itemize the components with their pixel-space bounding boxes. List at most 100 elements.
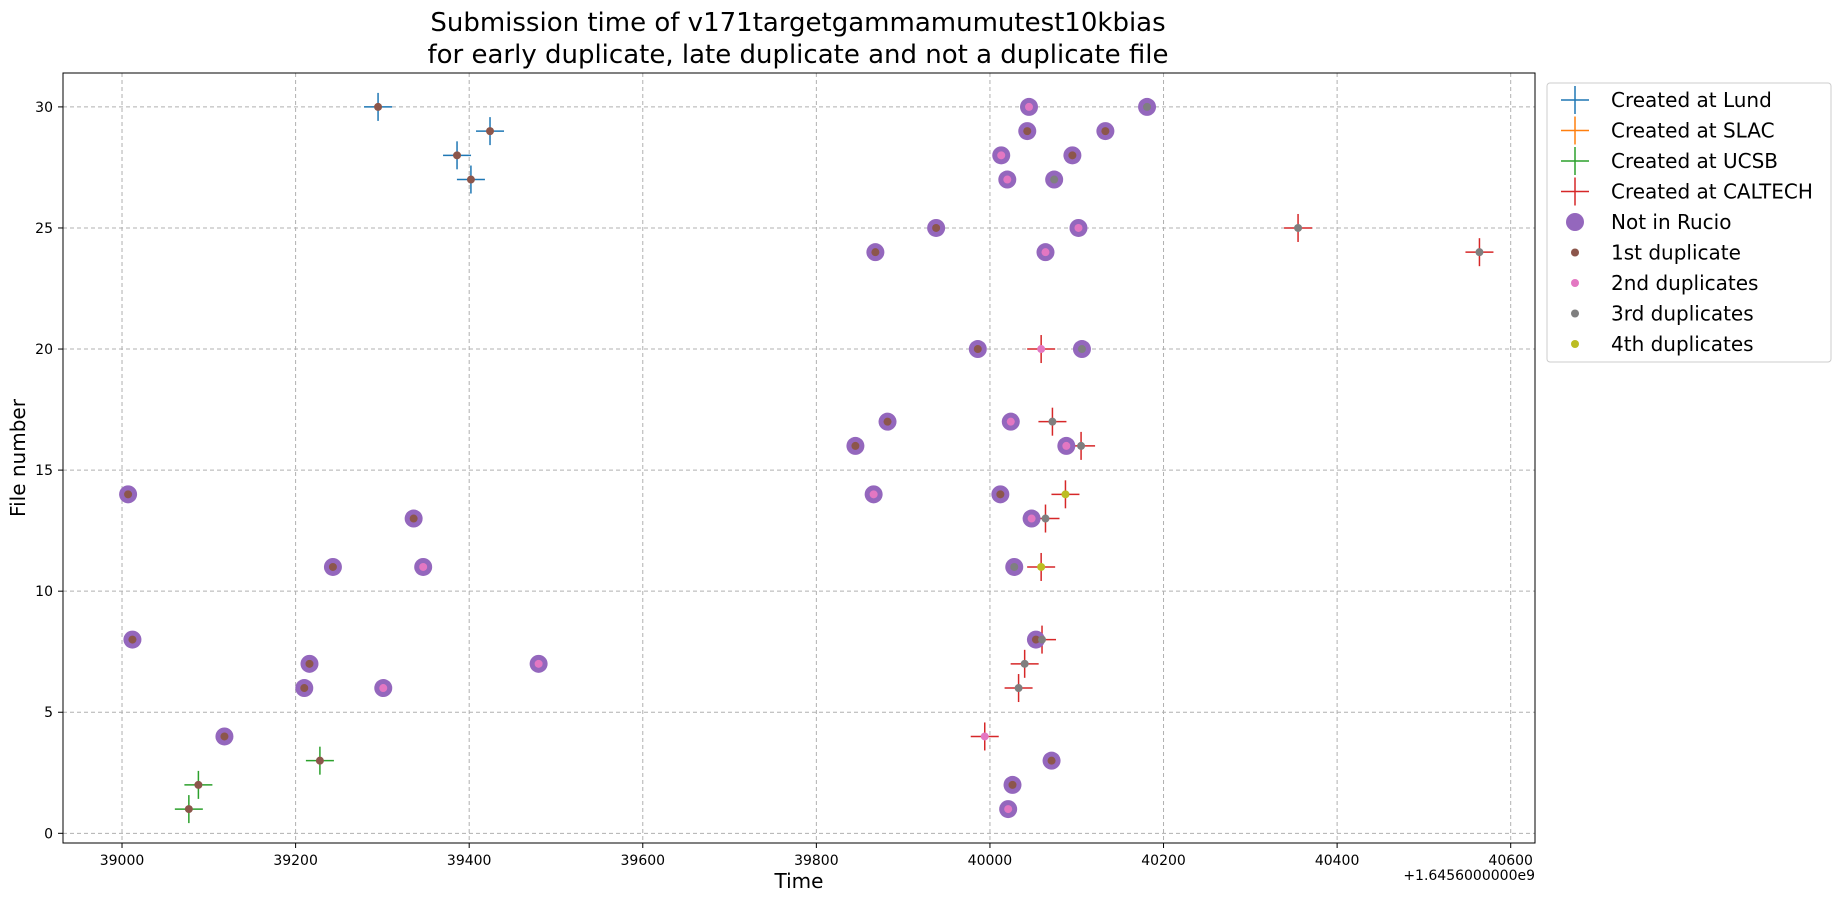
point-dup1 <box>932 223 941 232</box>
point-dup2 <box>419 562 428 571</box>
point-dup1 <box>184 805 193 814</box>
point-dup1 <box>128 635 137 644</box>
point-dup2 <box>869 490 878 499</box>
x-axis-ticks: 39000 39200 39400 39600 39800 40000 40200 40400… <box>100 843 1533 869</box>
plot-area-marks <box>119 92 1494 824</box>
x-tick-label: 40400 <box>1315 853 1360 869</box>
point-dup1 <box>453 151 462 160</box>
series-dup4 <box>1037 490 1070 571</box>
legend-item-caltech: Created at CALTECH <box>1561 177 1813 206</box>
legend-marker <box>1571 309 1579 318</box>
x-tick-label: 40200 <box>1141 853 1186 869</box>
y-tick-label: 20 <box>35 342 53 358</box>
point-dup1 <box>194 780 203 789</box>
point-dup1 <box>973 345 982 354</box>
y-tick-label: 10 <box>35 584 53 600</box>
x-tick-label: 40000 <box>968 853 1013 869</box>
point-dup1 <box>1031 635 1040 644</box>
legend: Created at Lund Created at SLAC Created at… <box>1546 82 1832 363</box>
point-dup3 <box>1048 417 1057 426</box>
point-dup2 <box>997 151 1006 160</box>
point-dup1 <box>466 175 475 184</box>
legend-label: 3rd duplicates <box>1611 302 1754 326</box>
legend-item-lund: Created at Lund <box>1561 86 1772 114</box>
point-dup2 <box>1006 417 1015 426</box>
point-dup1 <box>220 732 229 741</box>
point-dup3 <box>1077 345 1086 354</box>
point-dup3 <box>1050 175 1059 184</box>
point-dup2 <box>1003 175 1012 184</box>
point-dup2 <box>980 732 989 741</box>
point-dup1 <box>851 441 860 450</box>
x-tick-label: 39800 <box>794 853 839 869</box>
x-tick-label: 40600 <box>1488 853 1533 869</box>
point-dup2 <box>534 659 543 668</box>
point-dup3 <box>1475 248 1484 257</box>
point-dup1 <box>1047 756 1056 765</box>
point-dup2 <box>1025 102 1033 111</box>
point-dup1 <box>1023 127 1032 136</box>
point-dup3 <box>1014 684 1023 693</box>
point-dup3 <box>1077 441 1086 450</box>
series-not_in_rucio <box>119 97 1157 819</box>
legend-marker <box>1566 213 1584 231</box>
point-dup1 <box>124 490 133 499</box>
legend-label: 4th duplicates <box>1611 332 1754 356</box>
point-dup2 <box>1062 441 1071 450</box>
point-dup4 <box>1037 562 1046 571</box>
point-dup3 <box>1010 562 1019 571</box>
series-lund <box>364 92 505 194</box>
legend-label: Created at Lund <box>1611 88 1772 112</box>
series-dup1 <box>124 102 1110 814</box>
point-dup1 <box>996 490 1005 499</box>
y-axis-ticks: 0 5 10 15 20 25 30 <box>35 100 63 842</box>
point-dup4 <box>1061 490 1070 499</box>
point-dup3 <box>1038 635 1047 644</box>
y-axis-label: File number <box>6 398 30 517</box>
point-dup1 <box>328 562 337 571</box>
point-dup2 <box>1004 805 1013 814</box>
point-dup1 <box>305 659 314 668</box>
chart-title-line-2: for early duplicate, late duplicate and … <box>427 40 1168 70</box>
point-dup1 <box>486 127 495 136</box>
point-dup1 <box>300 684 309 693</box>
point-dup1 <box>1101 127 1110 136</box>
point-dup1 <box>374 102 383 111</box>
grid-lines <box>63 73 1535 843</box>
point-dup3 <box>1294 223 1303 232</box>
y-tick-label: 15 <box>35 463 53 479</box>
legend-marker <box>1571 248 1579 257</box>
point-dup1 <box>883 417 892 426</box>
point-dup2 <box>379 684 388 693</box>
y-tick-label: 5 <box>44 705 53 721</box>
plot-frame <box>62 72 1536 844</box>
legend-item-ucsb: Created at UCSB <box>1561 147 1778 175</box>
point-dup1 <box>1008 780 1017 789</box>
point-dup1 <box>1068 151 1077 160</box>
legend-label: Created at UCSB <box>1611 149 1778 173</box>
chart-title: Submission time of v171targetgammamumute… <box>427 8 1168 70</box>
point-dup2 <box>1074 223 1083 232</box>
legend-label: Not in Rucio <box>1611 210 1731 234</box>
point-dup1 <box>315 756 324 765</box>
x-tick-label: 39000 <box>100 853 145 869</box>
y-tick-label: 30 <box>35 100 53 116</box>
x-tick-label: 39200 <box>273 853 318 869</box>
legend-item-dup1: 1st duplicate <box>1571 241 1741 265</box>
chart-title-line-1: Submission time of v171targetgammamumute… <box>430 8 1165 38</box>
point-dup1 <box>871 248 880 257</box>
point-dup1 <box>409 514 418 523</box>
legend-item-dup2: 2nd duplicates <box>1571 271 1758 295</box>
point-dup2 <box>1027 514 1036 523</box>
legend-label: Created at CALTECH <box>1611 180 1813 204</box>
legend-label: Created at SLAC <box>1611 119 1775 143</box>
series-caltech <box>970 213 1494 751</box>
point-dup3 <box>1020 659 1029 668</box>
point-dup3 <box>1143 102 1152 111</box>
point-dup3 <box>1041 514 1050 523</box>
legend-marker <box>1571 340 1579 348</box>
series-dup2 <box>379 102 1083 814</box>
point-dup2 <box>1041 248 1050 257</box>
x-axis-label: Time <box>774 869 824 893</box>
